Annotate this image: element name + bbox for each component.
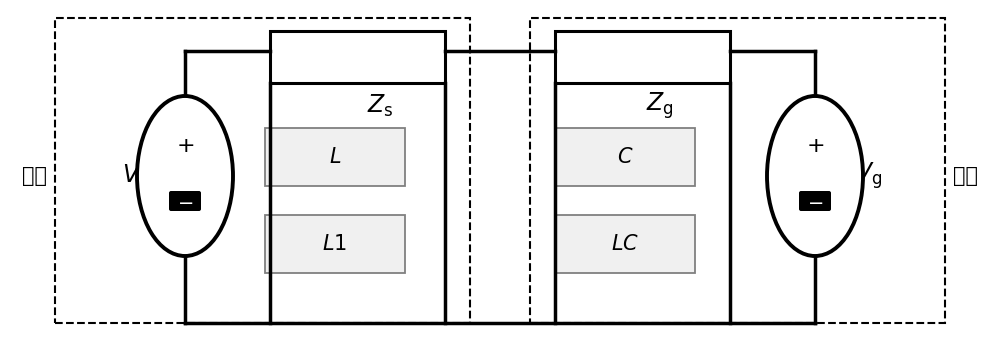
FancyBboxPatch shape xyxy=(799,191,831,211)
Ellipse shape xyxy=(767,96,863,256)
Bar xyxy=(555,215,695,273)
Text: $C$: $C$ xyxy=(617,147,633,167)
Bar xyxy=(270,31,445,83)
Text: $+$: $+$ xyxy=(176,136,194,156)
Text: $L1$: $L1$ xyxy=(322,234,348,254)
Bar xyxy=(55,18,470,323)
Text: $V_{\rm g}$: $V_{\rm g}$ xyxy=(855,161,882,191)
Bar xyxy=(555,128,695,186)
Bar xyxy=(265,128,405,186)
Text: 电网: 电网 xyxy=(953,166,978,186)
Text: $LC$: $LC$ xyxy=(611,234,639,254)
Bar xyxy=(555,31,730,83)
Text: $-$: $-$ xyxy=(177,192,193,210)
Text: $V_{\rm s}$: $V_{\rm s}$ xyxy=(122,163,148,189)
Text: 电源: 电源 xyxy=(22,166,47,186)
FancyBboxPatch shape xyxy=(169,191,201,211)
Bar xyxy=(530,18,945,323)
Text: $-$: $-$ xyxy=(807,192,823,210)
Text: $Z_{\rm s}$: $Z_{\rm s}$ xyxy=(367,93,393,119)
Text: $+$: $+$ xyxy=(806,136,824,156)
Text: $L$: $L$ xyxy=(329,147,341,167)
Text: $Z_{\rm g}$: $Z_{\rm g}$ xyxy=(646,91,674,121)
Ellipse shape xyxy=(137,96,233,256)
Bar xyxy=(265,215,405,273)
